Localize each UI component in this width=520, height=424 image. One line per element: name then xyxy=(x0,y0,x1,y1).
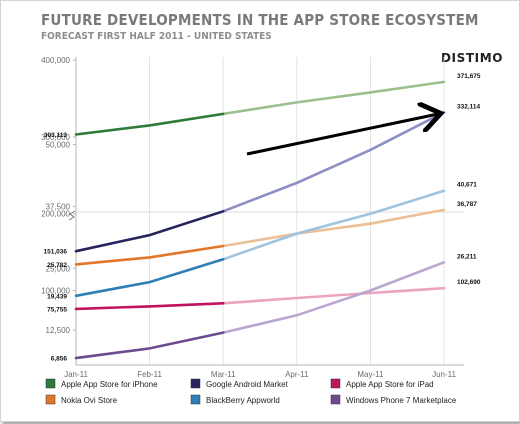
lower-tick-label: 37,500 xyxy=(46,202,71,211)
x-tick-label: May-11 xyxy=(357,370,384,379)
series-start-label: 151,036 xyxy=(44,249,68,256)
x-tick-label: Apr-11 xyxy=(285,370,309,379)
lower-tick-label: 12,500 xyxy=(46,326,71,335)
x-tick-label: Mar-11 xyxy=(211,370,236,379)
legend-label: Apple App Store for iPhone xyxy=(61,380,158,389)
series-forecast-line xyxy=(221,189,446,261)
chart-title: FUTURE DEVELOPMENTS IN THE APP STORE ECO… xyxy=(41,11,479,29)
series-actual-line xyxy=(74,258,225,298)
series-start-label: 25,782 xyxy=(47,262,67,269)
series-actual-line xyxy=(74,244,225,266)
legend-swatch xyxy=(190,378,201,389)
series-end-label: 371,675 xyxy=(457,73,481,80)
series-end-label: 36,787 xyxy=(457,201,477,208)
x-tick-label: Feb-11 xyxy=(137,370,162,379)
annotation-arrow xyxy=(246,114,438,156)
x-tick-label: Jun-11 xyxy=(432,370,456,379)
lower-tick-label: 25,000 xyxy=(46,264,71,273)
legend-swatch xyxy=(330,378,341,389)
series-start-label: 303,113 xyxy=(44,132,68,139)
series-forecast-line xyxy=(221,208,446,248)
series-forecast-line xyxy=(221,261,446,334)
series-forecast-line xyxy=(221,111,446,213)
series-start-label: 19,439 xyxy=(47,293,67,300)
legend-label: Apple App Store for iPad xyxy=(346,380,434,389)
series-end-label: 26,211 xyxy=(457,253,477,260)
legend-label: Windows Phone 7 Marketplace xyxy=(346,396,457,405)
series-forecast-line xyxy=(221,286,446,305)
legend-swatch xyxy=(45,378,56,389)
axis-break-marker xyxy=(68,210,76,221)
series-actual-line xyxy=(74,302,225,311)
legend-swatch xyxy=(330,394,341,405)
brand-logo: DISTIMO xyxy=(441,51,504,65)
legend-label: BlackBerry Appworld xyxy=(206,396,280,405)
legend-swatch xyxy=(45,394,56,405)
upper-tick-label: 200,000 xyxy=(41,210,70,219)
legend-label: Nokia Ovi Store xyxy=(61,396,118,405)
series-actual-line xyxy=(74,331,225,360)
series-start-label: 6,856 xyxy=(51,356,68,363)
legend-swatch xyxy=(190,394,201,405)
lower-tick-label: 50,000 xyxy=(46,141,71,150)
series-actual-line xyxy=(74,112,225,136)
upper-tick-label: 400,000 xyxy=(41,56,70,65)
series-end-label: 102,690 xyxy=(457,279,481,286)
upper-tick-label: 100,000 xyxy=(41,286,70,295)
chart-subtitle: FORECAST FIRST HALF 2011 - UNITED STATES xyxy=(41,31,272,42)
x-tick-label: Jan-11 xyxy=(64,370,88,379)
series-start-label: 75,755 xyxy=(47,306,67,313)
series-end-label: 40,671 xyxy=(457,182,477,189)
series-end-label: 332,114 xyxy=(457,103,481,110)
series-actual-line xyxy=(74,210,225,253)
upper-tick-label: 300,000 xyxy=(41,133,70,142)
legend-label: Google Android Market xyxy=(206,380,289,389)
series-forecast-line xyxy=(221,80,446,116)
